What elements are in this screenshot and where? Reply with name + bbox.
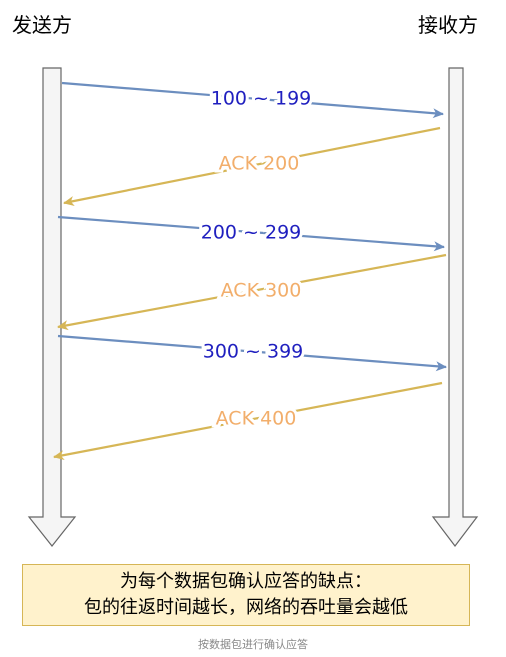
sender-label: 发送方	[12, 13, 72, 37]
figure-caption: 按数据包进行确认应答	[198, 638, 308, 651]
send-arrow-3	[57, 215, 445, 252]
note-line-1: 为每个数据包确认应答的缺点：	[120, 571, 372, 592]
ack-arrow-4	[57, 253, 447, 331]
note-box: 为每个数据包确认应答的缺点： 包的往返时间越长，网络的吞吐量会越低	[22, 564, 470, 626]
send-arrow-1	[61, 81, 444, 119]
ack-arrow-2	[63, 126, 441, 206]
receiver-lifeline	[431, 67, 479, 547]
ack-arrow-6	[53, 381, 443, 461]
send-label-1: 100 ~ 199	[211, 88, 312, 110]
ack-label-2: ACK 200	[219, 153, 300, 175]
send-arrow-5	[57, 334, 447, 372]
sequence-diagram: 发送方 接收方 100 ~ 199 ACK 200 200 ~ 299 ACK 300…	[12, 13, 479, 547]
note-line-2: 包的往返时间越长，网络的吞吐量会越低	[84, 597, 408, 618]
message-group: 100 ~ 199 ACK 200 200 ~ 299 ACK 300 300 ~ 39…	[53, 81, 447, 461]
receiver-label: 接收方	[418, 13, 478, 37]
sender-lifeline	[27, 67, 77, 547]
ack-label-4: ACK 300	[221, 280, 302, 302]
ack-label-6: ACK 400	[216, 408, 297, 430]
send-label-5: 300 ~ 399	[203, 341, 304, 363]
send-label-3: 200 ~ 299	[201, 222, 302, 244]
